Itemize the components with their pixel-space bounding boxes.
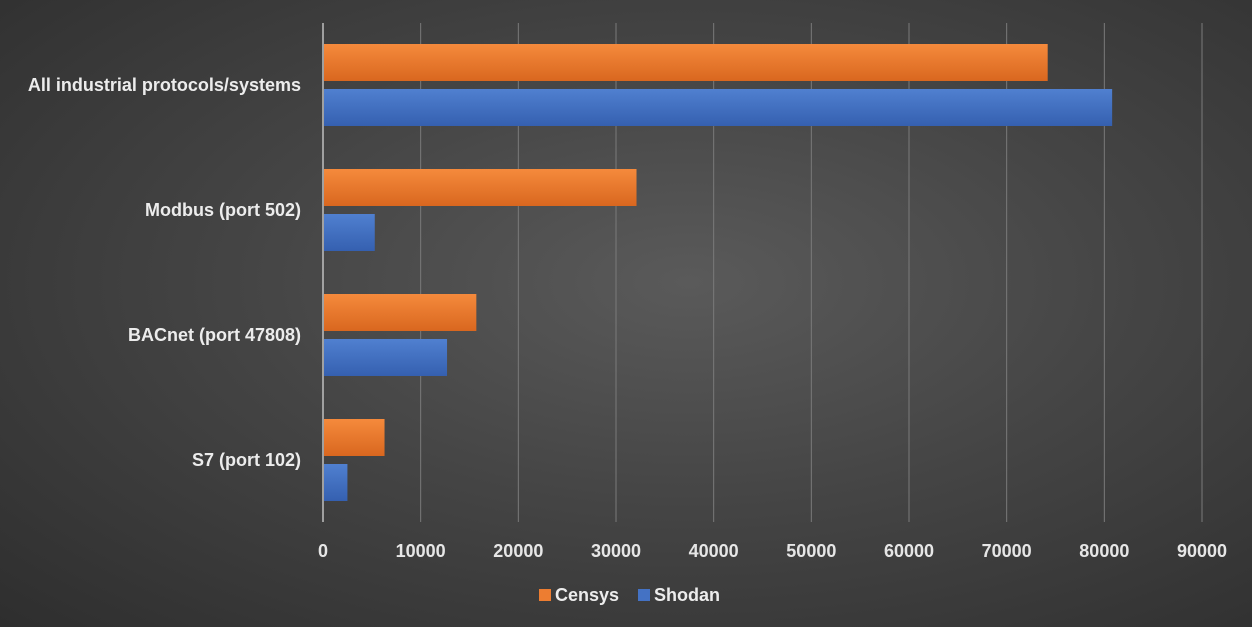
x-tick-labels: 0 10000 20000 30000 40000 50000 60000 70000 8000… — [318, 541, 1227, 561]
x-tick-label: 70000 — [982, 541, 1032, 561]
bar-censys — [324, 419, 385, 456]
legend-label: Shodan — [654, 585, 720, 605]
x-tick-label: 80000 — [1079, 541, 1129, 561]
category-labels: All industrial protocols/systems Modbus (… — [28, 75, 301, 470]
bar-shodan — [324, 214, 375, 251]
bar-shodan — [324, 464, 348, 501]
category-label: All industrial protocols/systems — [28, 75, 301, 95]
category-label: S7 (port 102) — [192, 450, 301, 470]
bar-shodan — [324, 339, 448, 376]
legend-swatch — [539, 589, 551, 601]
legend-item-censys: Censys — [539, 585, 619, 605]
bars — [324, 44, 1113, 501]
x-tick-label: 50000 — [786, 541, 836, 561]
x-tick-label: 10000 — [396, 541, 446, 561]
bar-censys — [324, 294, 477, 331]
x-tick-label: 60000 — [884, 541, 934, 561]
category-label: BACnet (port 47808) — [128, 325, 301, 345]
category-label: Modbus (port 502) — [145, 200, 301, 220]
legend-swatch — [638, 589, 650, 601]
legend: Censys Shodan — [539, 585, 720, 605]
x-tick-label: 90000 — [1177, 541, 1227, 561]
x-tick-label: 40000 — [689, 541, 739, 561]
bar-censys — [324, 44, 1048, 81]
x-tick-label: 20000 — [493, 541, 543, 561]
bar-shodan — [324, 89, 1113, 126]
x-tick-label: 0 — [318, 541, 328, 561]
legend-item-shodan: Shodan — [638, 585, 720, 605]
legend-label: Censys — [555, 585, 619, 605]
x-tick-label: 30000 — [591, 541, 641, 561]
bar-censys — [324, 169, 637, 206]
